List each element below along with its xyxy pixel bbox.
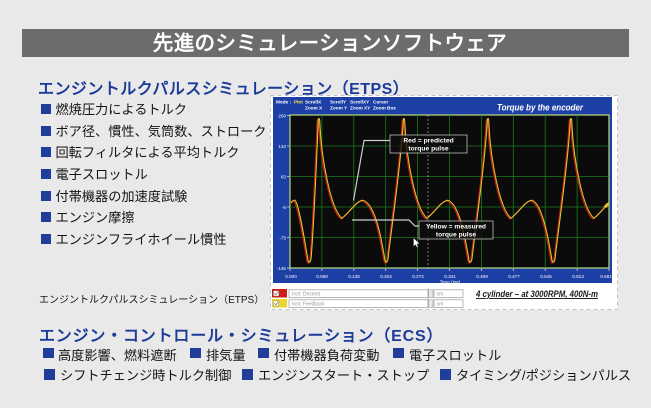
svg-text:-6: -6 (282, 205, 287, 210)
svg-text:ScrollX: ScrollX (305, 100, 322, 105)
svg-text:Inst: Feedback: Inst: Feedback (292, 302, 325, 308)
svg-text:0.409: 0.409 (476, 274, 488, 279)
svg-text:Mode :: Mode : (276, 100, 292, 105)
svg-text:0.681: 0.681 (600, 274, 612, 279)
svg-text:4 cylinder – at 3000RPM, 400N-: 4 cylinder – at 3000RPM, 400N-m (475, 289, 598, 300)
svg-text:Zoom Y: Zoom Y (330, 106, 348, 111)
svg-text:Yellow = measured: Yellow = measured (426, 224, 486, 231)
svg-text:torque pulse: torque pulse (436, 232, 476, 239)
svg-text:0.545: 0.545 (540, 274, 552, 279)
svg-text:63: 63 (281, 175, 287, 180)
svg-text:132: 132 (278, 144, 286, 149)
svg-text:-145: -145 (277, 266, 287, 271)
svg-text:Inst: Desired: Inst: Desired (292, 292, 320, 298)
svg-text:torque pulse: torque pulse (408, 146, 448, 153)
svg-text:0.204: 0.204 (380, 274, 392, 279)
svg-text:Zoom Box: Zoom Box (373, 106, 396, 111)
svg-text:Red = predicted: Red = predicted (403, 138, 453, 145)
svg-text:Zoom XY: Zoom XY (350, 106, 371, 111)
svg-text:0.477: 0.477 (508, 274, 520, 279)
svg-text:0.000: 0.000 (285, 274, 297, 279)
svg-text:Zoom X: Zoom X (305, 106, 323, 111)
svg-text:ScrollXY: ScrollXY (350, 100, 370, 105)
svg-text:0.068: 0.068 (316, 274, 328, 279)
svg-text:Time (ms): Time (ms) (440, 280, 461, 285)
svg-text:200: 200 (278, 114, 286, 119)
svg-text:0.341: 0.341 (444, 274, 456, 279)
svg-text:Cursor: Cursor (373, 100, 389, 105)
svg-text:-75: -75 (279, 236, 286, 241)
svg-text:0.613: 0.613 (572, 274, 584, 279)
svg-text:nm: nm (437, 302, 444, 308)
svg-text:Plot: Plot (294, 100, 303, 105)
svg-text:ScrollY: ScrollY (330, 100, 347, 105)
svg-text:Torque by the encoder: Torque by the encoder (497, 103, 584, 113)
svg-text:nm: nm (437, 292, 444, 298)
svg-text:0.136: 0.136 (348, 274, 360, 279)
svg-text:0.272: 0.272 (412, 274, 424, 279)
